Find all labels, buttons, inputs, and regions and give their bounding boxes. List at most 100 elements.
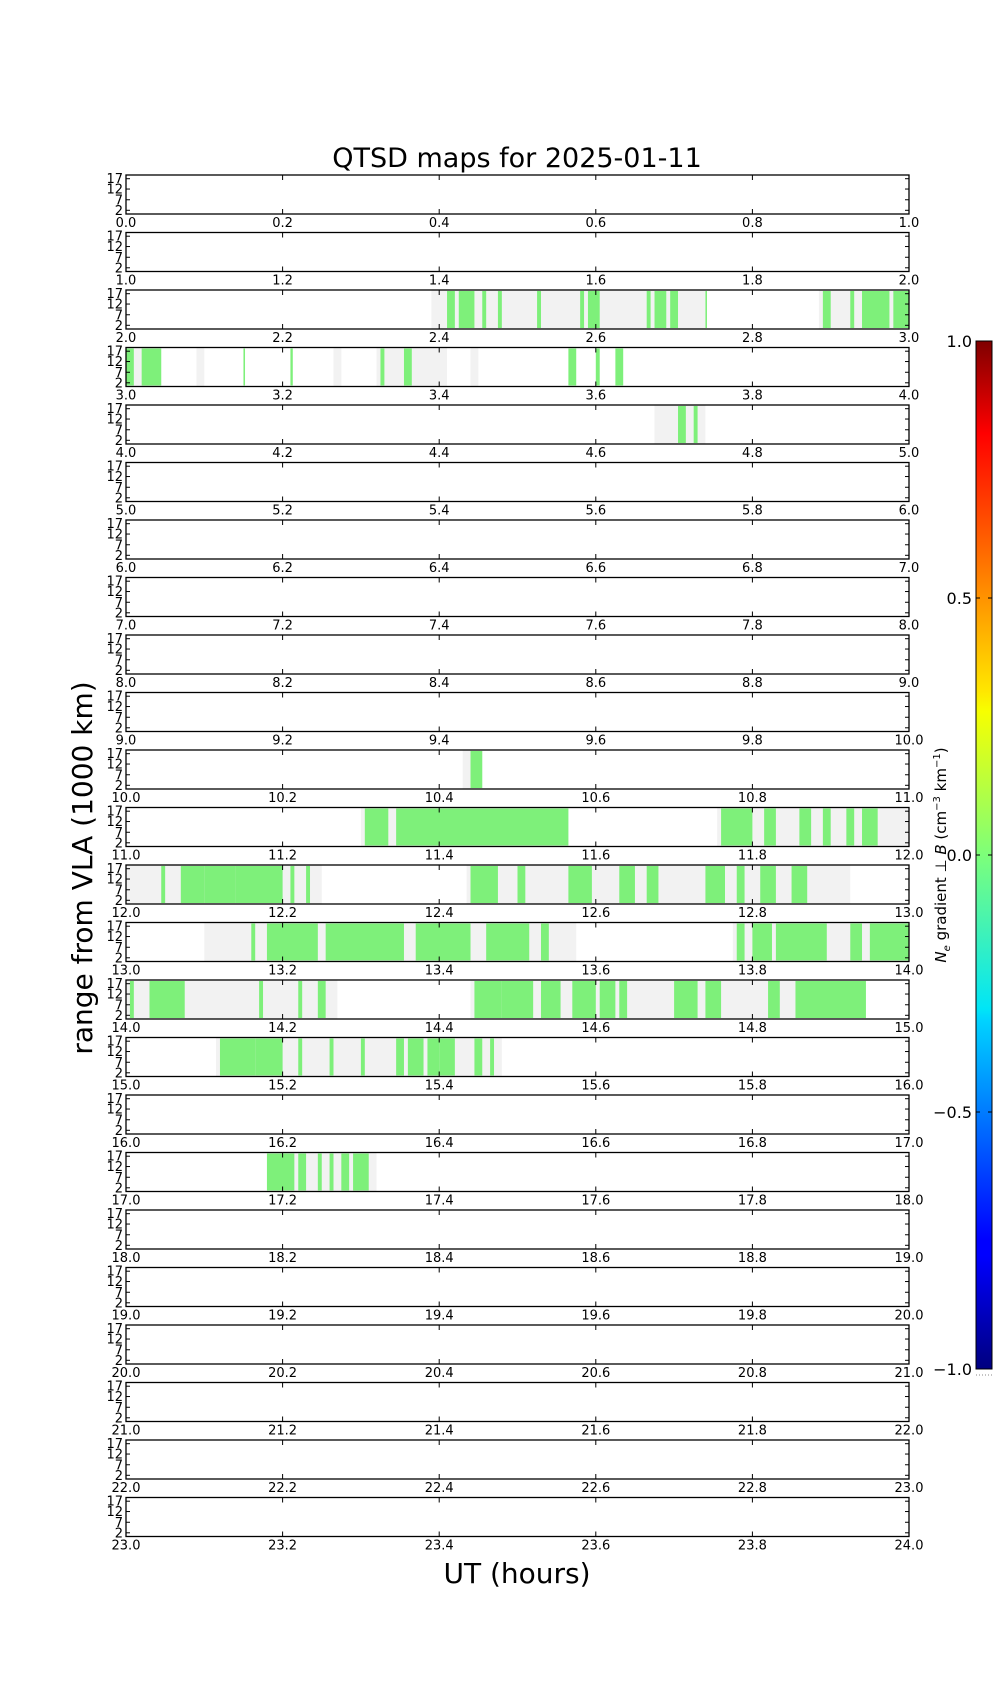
y-tick-label: 17 [106, 862, 123, 877]
x-tick-label: 23.2 [268, 1539, 297, 1554]
gradient-band [540, 923, 549, 961]
y-tick-label: 2 [115, 664, 123, 679]
y-tick-label: 12 [106, 1333, 123, 1348]
gradient-band [415, 923, 471, 961]
cb-label-unit-close: ) [932, 747, 950, 753]
x-tick-label: 11.4 [425, 849, 454, 864]
x-tick-label: 1.0 [899, 216, 920, 231]
gradient-band [654, 291, 667, 328]
y-tick-label: 17 [106, 402, 123, 417]
x-tick-label: 21.4 [425, 1424, 454, 1439]
x-axis-label: UT (hours) [443, 1557, 590, 1590]
gradient-band [693, 406, 698, 443]
x-tick-label: 8.6 [585, 676, 606, 691]
x-tick-label: 8.2 [272, 676, 293, 691]
gradient-band [893, 291, 909, 328]
colorbar-tick-label: 0.5 [947, 589, 972, 608]
y-tick-label: 2 [115, 434, 123, 449]
y-tick-label: 2 [115, 1296, 123, 1311]
gradient-band [764, 808, 776, 846]
x-tick-label: 16.0 [112, 1136, 141, 1151]
x-tick-label: 7.0 [116, 619, 137, 634]
y-tick-label: 12 [106, 240, 123, 255]
x-tick-label: 17.4 [425, 1194, 454, 1209]
x-tick-label: 12.8 [738, 906, 767, 921]
y-tick-label: 12 [106, 355, 123, 370]
y-tick-label: 17 [106, 1265, 123, 1280]
cb-label-exp2: −1 [932, 753, 943, 768]
x-tick-label: 3.6 [585, 389, 606, 404]
x-tick-label: 5.4 [429, 504, 450, 519]
colorbar-ticks: 1.0 0.5 0.0 −0.5 −1.0 [933, 332, 992, 1379]
x-tick-label: 4.0 [116, 446, 137, 461]
panel-frame [125, 461, 910, 503]
x-tick-label: 22.4 [425, 1481, 454, 1496]
colorbar-tick-label: 1.0 [947, 332, 972, 351]
x-tick-label: 7.4 [429, 619, 450, 634]
gradient-band [791, 866, 808, 903]
y-tick-label: 17 [106, 1495, 123, 1510]
x-tick-label: 2.6 [585, 331, 606, 346]
y-tick-label: 12 [106, 643, 123, 658]
x-tick-label: 10.2 [268, 791, 297, 806]
x-tick-label: 13.4 [425, 964, 454, 979]
x-tick-label: 10.0 [112, 791, 141, 806]
x-tick-label: 0.6 [585, 216, 606, 231]
gradient-band [862, 808, 878, 846]
y-tick-label: 2 [115, 1354, 123, 1369]
x-tick-label: 14.6 [581, 1021, 610, 1036]
y-tick-label: 2 [115, 836, 123, 851]
gradient-band [251, 923, 256, 961]
gradient-band [572, 981, 596, 1018]
colorbar-label: Ne gradient ⊥ B (cm−3 km−1) [932, 747, 953, 962]
x-tick-label: 20.6 [581, 1366, 610, 1381]
gradient-band [705, 866, 725, 903]
y-tick-label: 12 [106, 413, 123, 428]
colorbar-tick-label: 0.0 [947, 846, 972, 865]
panel-frame [125, 979, 910, 1020]
x-tick-label: 7.6 [585, 619, 606, 634]
x-tick-label: 22.0 [112, 1481, 141, 1496]
x-tick-label: 7.0 [899, 561, 920, 576]
gradient-band [325, 923, 404, 961]
panel-frame [125, 921, 910, 963]
x-tick-label: 11.0 [895, 791, 924, 806]
x-tick-label: 15.4 [425, 1079, 454, 1094]
x-tick-label: 9.0 [116, 734, 137, 749]
cb-label-n: N [932, 951, 950, 962]
x-tick-label: 20.4 [425, 1366, 454, 1381]
y-tick-label: 12 [106, 1390, 123, 1405]
gradient-band [317, 1153, 322, 1191]
gradient-band [537, 291, 541, 328]
y-tick-label: 17 [106, 920, 123, 935]
gradient-band [306, 866, 311, 903]
x-tick-label: 10.4 [425, 791, 454, 806]
x-tick-label: 18.0 [112, 1251, 141, 1266]
x-tick-label: 13.6 [581, 964, 610, 979]
y-tick-label: 7 [115, 1401, 123, 1416]
gradient-band [161, 866, 166, 903]
cb-label-e: e [942, 945, 953, 951]
x-tick-label: 21.2 [268, 1424, 297, 1439]
y-tick-label: 7 [115, 1343, 123, 1358]
panel-frame [125, 519, 910, 560]
y-tick-label: 12 [106, 585, 123, 600]
x-tick-label: 17.6 [581, 1194, 610, 1209]
gradient-band [259, 981, 264, 1018]
gradient-band [736, 923, 745, 961]
gradient-band [568, 866, 592, 903]
x-tick-label: 10.6 [581, 791, 610, 806]
y-tick-label: 12 [106, 1045, 123, 1060]
x-tick-label: 22.6 [581, 1481, 610, 1496]
x-tick-label: 23.0 [112, 1539, 141, 1554]
x-tick-label: 15.8 [738, 1079, 767, 1094]
y-tick-label: 17 [106, 632, 123, 647]
gradient-band [439, 1038, 455, 1076]
gradient-band [568, 348, 577, 386]
gradient-band [458, 291, 475, 328]
gradient-band [795, 981, 866, 1018]
gradient-band [141, 348, 162, 386]
